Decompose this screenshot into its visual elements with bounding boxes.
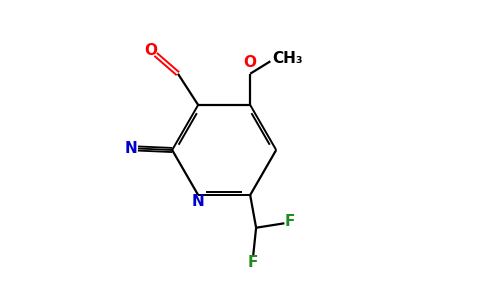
Text: F: F [285, 214, 295, 229]
Text: N: N [192, 194, 205, 209]
Text: F: F [248, 255, 258, 270]
Text: N: N [125, 141, 138, 156]
Text: O: O [243, 55, 257, 70]
Text: O: O [144, 44, 157, 59]
Text: CH₃: CH₃ [272, 51, 302, 66]
